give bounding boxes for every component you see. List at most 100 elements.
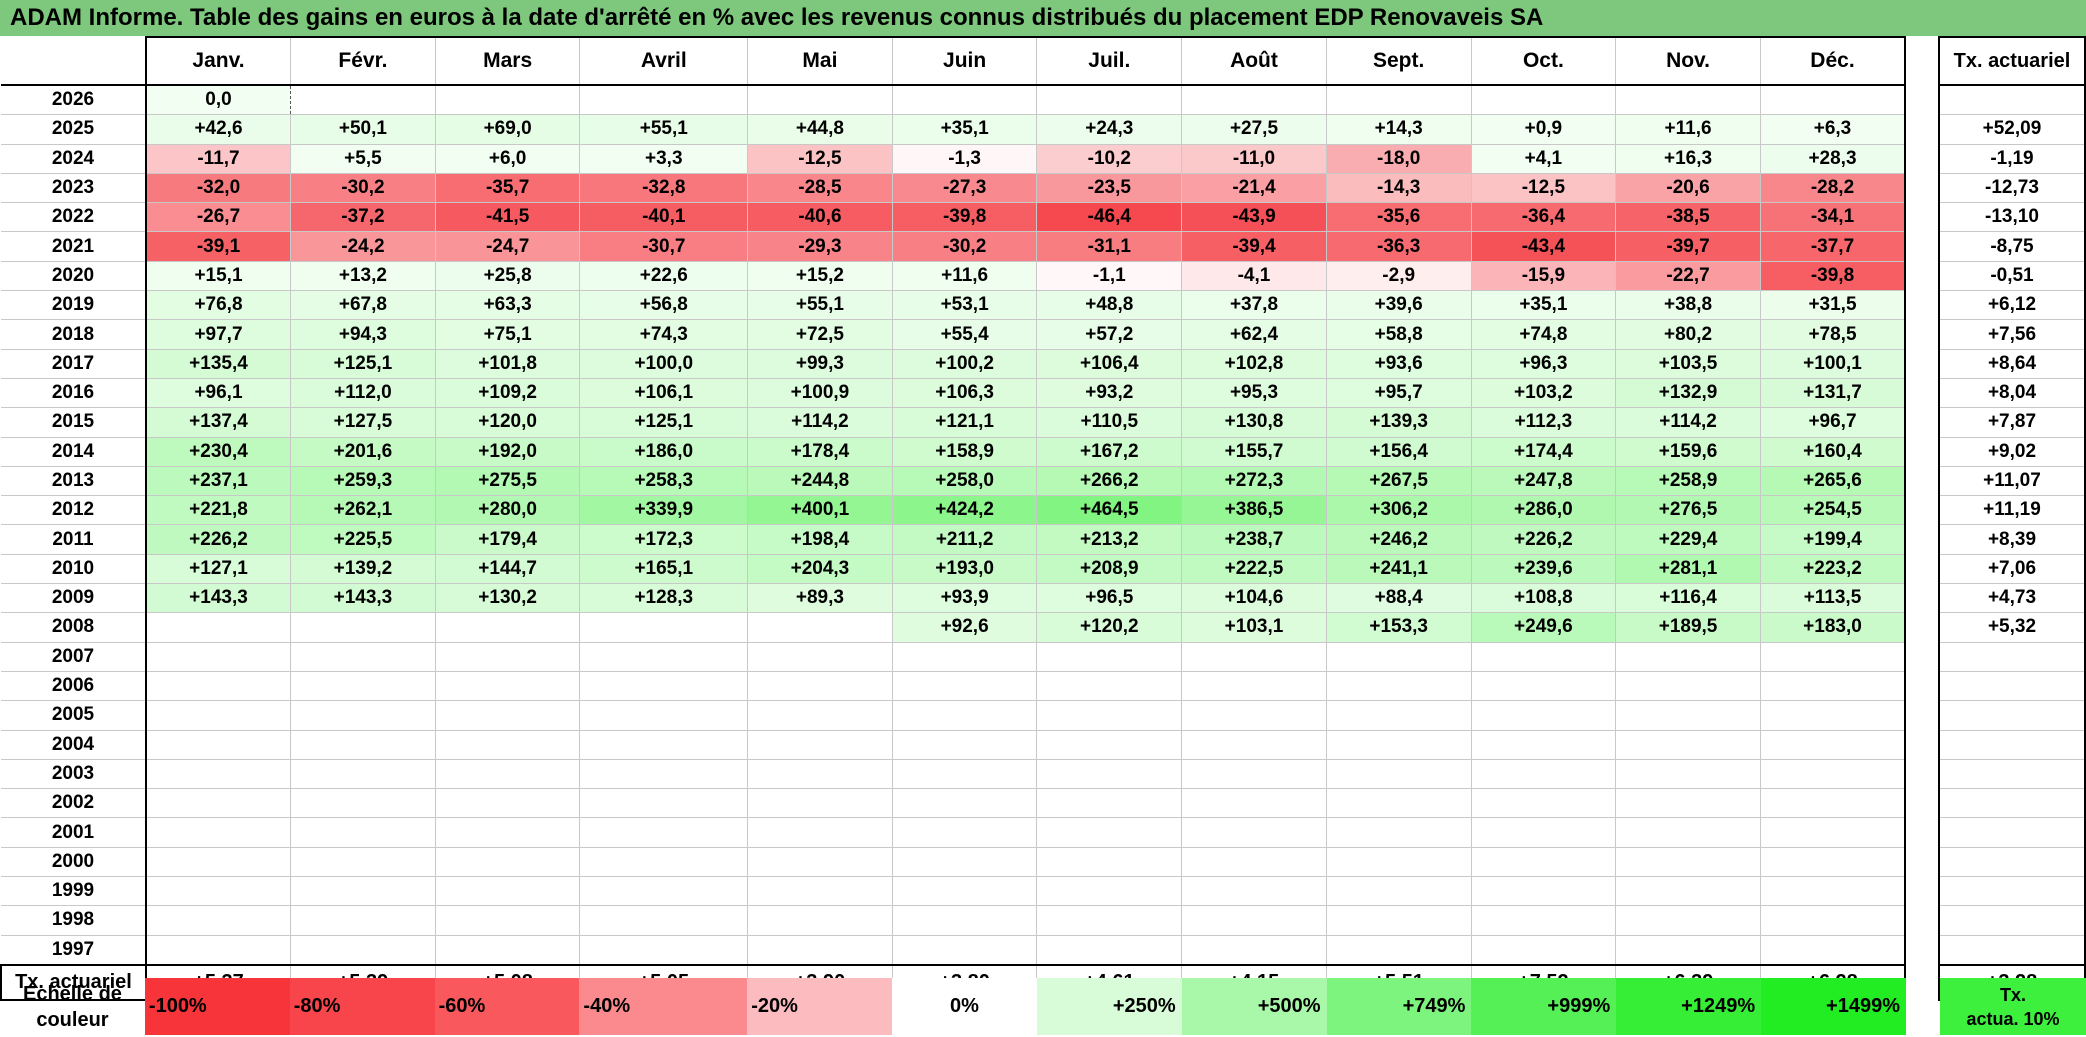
gain-cell: +56,8 <box>579 290 749 321</box>
gain-cell <box>145 759 292 790</box>
gain-cell <box>1760 642 1907 672</box>
gain-cell <box>579 847 749 878</box>
gain-cell: +53,1 <box>892 290 1038 321</box>
scale-rate-line2: actua. 10% <box>1966 1008 2060 1029</box>
gain-cell: -39,8 <box>892 202 1038 233</box>
gain-cell: +213,2 <box>1036 524 1183 555</box>
spacer <box>1905 173 1939 203</box>
gain-cell: +286,0 <box>1471 495 1617 526</box>
gain-cell <box>892 642 1038 672</box>
rate-cell: +52,09 <box>1937 114 2086 145</box>
gain-cell <box>1181 847 1327 878</box>
scale-rate-swatch: Tx. actua. 10% <box>1939 978 2086 1035</box>
gain-cell: +96,5 <box>1036 583 1183 614</box>
spacer <box>1905 495 1939 525</box>
gain-cell: +97,7 <box>145 319 292 350</box>
month-header: Déc. <box>1760 36 1907 86</box>
spacer <box>1905 612 1939 643</box>
gain-cell <box>145 788 292 819</box>
spacer <box>1905 524 1939 555</box>
gain-cell <box>747 671 893 702</box>
table-row: 1997 <box>1 935 2086 966</box>
spacer <box>1905 876 1939 906</box>
gain-cell: -11,0 <box>1181 144 1327 174</box>
gain-cell: +62,4 <box>1181 319 1327 350</box>
gain-cell: +93,9 <box>892 583 1038 614</box>
scale-swatch: -20% <box>747 978 893 1035</box>
gain-cell <box>579 876 749 907</box>
gain-cell <box>1036 935 1183 966</box>
gain-cell: +88,4 <box>1326 583 1472 614</box>
year-cell: 2024 <box>1 144 147 174</box>
spacer <box>1905 905 1939 936</box>
gain-cell: -24,2 <box>290 231 436 262</box>
year-cell: 1999 <box>1 876 147 907</box>
gain-cell <box>1471 935 1617 966</box>
gain-cell: +44,8 <box>747 114 893 145</box>
gain-cell <box>290 788 436 819</box>
color-scale-legend: Echelle de couleur -100% -80% -60% -40% -20% 0%… <box>0 978 2086 1035</box>
table-row: 2016 +96,1 +112,0 +109,2 +106,1 +100,9 +106,3 +… <box>1 378 2086 409</box>
table-row: 2020 +15,1 +13,2 +25,8 +22,6 +15,2 +11,6 -1,1 -4… <box>1 261 2086 292</box>
gain-cell: +25,8 <box>435 261 581 292</box>
gain-cell: +4,1 <box>1471 144 1617 174</box>
gain-cell: +16,3 <box>1615 144 1761 174</box>
gain-cell: -23,5 <box>1036 173 1183 204</box>
gain-cell: +112,3 <box>1471 407 1617 438</box>
gain-cell: -12,5 <box>747 144 893 174</box>
scale-swatch: +749% <box>1326 978 1472 1035</box>
gain-cell <box>1471 876 1617 907</box>
gain-cell: -35,7 <box>435 173 581 204</box>
gain-cell <box>1326 817 1472 848</box>
gain-cell <box>1615 642 1761 672</box>
gain-cell <box>1326 85 1472 116</box>
gain-cell: +172,3 <box>579 524 749 555</box>
gain-cell: +139,2 <box>290 554 436 585</box>
gain-cell: +103,2 <box>1471 378 1617 409</box>
scale-swatch: +999% <box>1471 978 1617 1035</box>
gain-cell <box>1036 817 1183 848</box>
spacer <box>1905 437 1939 467</box>
spacer <box>1905 144 1939 174</box>
gain-cell: +272,3 <box>1181 466 1327 497</box>
gain-cell <box>1471 759 1617 790</box>
table-row: 2015 +137,4 +127,5 +120,0 +125,1 +114,2 +121,1… <box>1 407 2086 438</box>
gain-cell: +96,1 <box>145 378 292 409</box>
gain-cell: +57,2 <box>1036 319 1183 350</box>
table-row: 2026 0,0 <box>1 85 2086 116</box>
gain-cell: +125,1 <box>290 349 436 379</box>
month-header: Nov. <box>1615 36 1761 86</box>
gain-cell: -43,9 <box>1181 202 1327 233</box>
month-header: Mars <box>435 36 581 86</box>
scale-swatch: -60% <box>434 978 580 1035</box>
gain-cell: +11,6 <box>1615 114 1761 145</box>
gain-cell <box>579 905 749 936</box>
gain-cell: +143,3 <box>290 583 436 614</box>
gain-cell <box>747 759 893 790</box>
gain-cell <box>1615 935 1761 966</box>
table-row: 2004 <box>1 730 2086 760</box>
year-cell: 2011 <box>1 524 147 555</box>
gain-cell <box>290 642 436 672</box>
gain-cell: +178,4 <box>747 437 893 467</box>
spacer <box>1905 231 1939 262</box>
gain-cell: +130,2 <box>435 583 581 614</box>
gain-cell: +5,5 <box>290 144 436 174</box>
gain-cell <box>435 700 581 731</box>
gain-cell <box>1326 847 1472 878</box>
month-header: Janv. <box>145 36 292 86</box>
gain-cell: +42,6 <box>145 114 292 145</box>
gain-cell <box>892 759 1038 790</box>
gain-cell: -38,5 <box>1615 202 1761 233</box>
spacer <box>1905 261 1939 291</box>
gain-cell: +100,1 <box>1760 349 1907 379</box>
gain-cell: +174,4 <box>1471 437 1617 467</box>
gain-cell <box>747 876 893 907</box>
gain-cell: -37,2 <box>290 202 436 233</box>
gain-cell <box>1036 730 1183 760</box>
gain-cell: +156,4 <box>1326 437 1472 467</box>
table-row: 2002 <box>1 788 2086 819</box>
gain-cell: -12,5 <box>1471 173 1617 204</box>
gain-cell <box>145 671 292 702</box>
gain-cell <box>290 905 436 936</box>
